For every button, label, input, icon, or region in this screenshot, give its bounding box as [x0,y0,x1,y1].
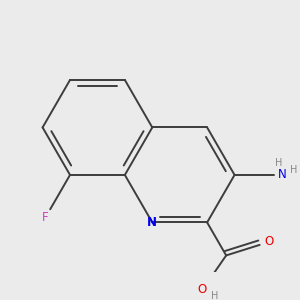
Text: O: O [198,284,207,296]
Text: O: O [265,236,274,248]
Text: H: H [290,165,298,175]
Text: N: N [147,216,157,229]
Text: N: N [278,168,286,182]
Text: H: H [275,158,282,168]
Text: H: H [211,291,218,300]
Text: F: F [42,211,49,224]
